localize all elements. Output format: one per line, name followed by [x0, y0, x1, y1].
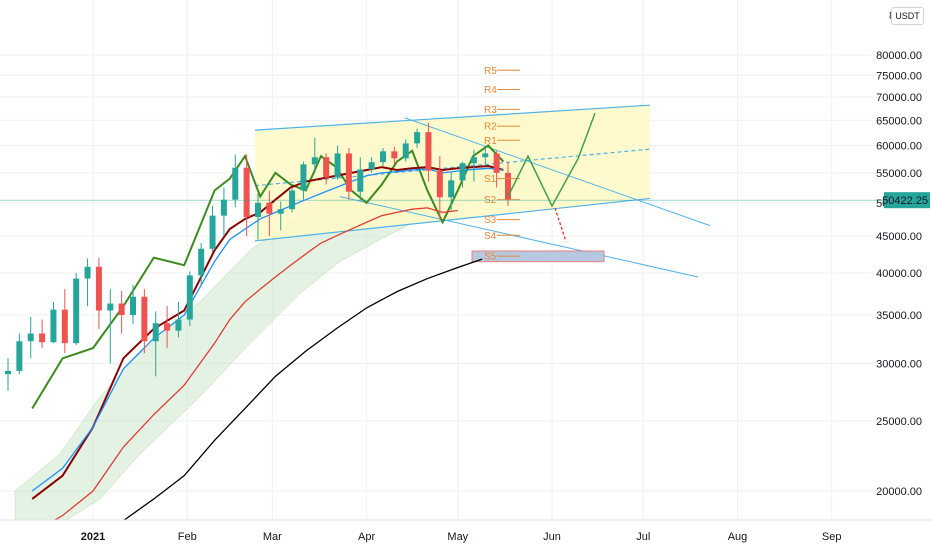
pivot-label: R3: [484, 105, 497, 116]
candle-body: [95, 266, 102, 311]
candle-body: [186, 275, 193, 320]
candle-body: [482, 153, 489, 158]
candle-body: [152, 323, 159, 342]
candle-body: [39, 333, 46, 343]
candle-body: [16, 341, 23, 371]
candles: [5, 122, 511, 391]
time-tick-label: Feb: [178, 531, 197, 543]
price-tick-label: 75000.00: [876, 70, 922, 82]
price-axis[interactable]: 20000.00 25000.00 30000.00 35000.00 40000.00…: [876, 0, 932, 550]
time-axis-bg: [0, 520, 932, 550]
candle-body: [220, 199, 227, 216]
time-tick-label: Mar: [263, 531, 282, 543]
candle-body: [118, 303, 125, 315]
target-zone[interactable]: [471, 250, 605, 263]
last-price-tag-bg: [884, 192, 930, 209]
candle-body: [232, 167, 239, 200]
candle-body: [323, 157, 330, 178]
downtrend-line-lower[interactable]: [339, 196, 699, 278]
price-tick-label: 55000.00: [876, 168, 922, 180]
pivot-label: S2: [484, 195, 497, 206]
forecast-down-path: [554, 207, 567, 242]
forecast-arrows: [507, 112, 596, 242]
candle-body: [425, 132, 432, 171]
pivot-label: R2: [484, 122, 497, 133]
candle-body: [50, 309, 57, 343]
channel-fill: [255, 105, 650, 241]
candle-body: [107, 303, 114, 311]
price-tick-label: 20000.00: [876, 486, 922, 498]
currency-badge[interactable]: USDT: [891, 7, 924, 25]
candle-body: [27, 333, 34, 342]
time-tick-label: May: [447, 531, 468, 543]
candle-body: [73, 278, 80, 344]
candle-body: [414, 132, 421, 144]
forecast-path: [507, 112, 596, 208]
candle-body: [209, 215, 216, 249]
candle-body: [255, 202, 261, 217]
candle-body: [300, 164, 307, 191]
candle-body: [391, 151, 398, 159]
price-tick-label: 65000.00: [876, 115, 922, 127]
time-tick-label: Sep: [822, 531, 842, 543]
time-tick-label: Jun: [543, 531, 561, 543]
price-tick-label: 35000.00: [876, 310, 922, 322]
candle-body: [141, 296, 148, 342]
candle-body: [277, 209, 284, 214]
pivot-label: S1: [484, 174, 497, 185]
candle-body: [402, 143, 409, 159]
candle-body: [243, 167, 250, 217]
ma-red-line: [31, 207, 458, 534]
candle-body: [459, 163, 466, 181]
pivot-label: S3: [484, 215, 497, 226]
candle-body: [357, 169, 364, 192]
price-axis-bg: [883, 0, 932, 550]
time-tick-label: Apr: [358, 531, 375, 543]
candle-body: [334, 153, 341, 178]
channel-top-line[interactable]: [254, 104, 651, 131]
price-tick-label: 80000.00: [876, 50, 922, 62]
candle-body: [84, 266, 91, 279]
candle-body: [61, 309, 68, 344]
candle-body: [198, 248, 205, 276]
pivot-label: S4: [484, 231, 497, 242]
last-price-value: 50422.25: [882, 195, 928, 207]
price-tick-label: 25000.00: [876, 416, 922, 428]
candle-body: [368, 162, 375, 170]
pivot-label: R5: [484, 66, 497, 77]
time-tick-label: Aug: [728, 531, 748, 543]
candle-body: [130, 296, 136, 315]
candle-body: [448, 180, 455, 198]
candle-body: [470, 157, 477, 164]
downtrend-line-upper[interactable]: [404, 117, 711, 227]
candle-body: [345, 153, 352, 192]
price-tick-label: 40000.00: [876, 268, 922, 280]
time-axis[interactable]: 2021 Feb Mar Apr May Jun Jul Aug Sep: [0, 519, 932, 550]
candle-body: [380, 151, 386, 163]
channel-bottom-line[interactable]: [254, 197, 651, 242]
price-tick-label: 70000.00: [876, 92, 922, 104]
candle-body: [311, 157, 318, 165]
time-tick-label: Jul: [636, 531, 650, 543]
pivot-levels: R5 R4 R3 R2 R1 S1 S2 S3 S4 S5: [484, 66, 520, 263]
time-tick-label: 2021: [81, 531, 105, 543]
last-price-tag: 50422.25: [882, 192, 930, 209]
candle-body: [266, 202, 273, 214]
target-box[interactable]: [471, 250, 605, 263]
pivot-label: R1: [484, 136, 497, 147]
candle-body: [175, 319, 182, 331]
pivot-label: R4: [484, 85, 497, 96]
candle-body: [5, 370, 11, 375]
candle-body: [164, 323, 171, 331]
trend-channel[interactable]: [254, 104, 711, 278]
pivot-label: S5: [484, 252, 497, 263]
candle-body: [436, 170, 443, 198]
price-tick-label: 30000.00: [876, 358, 922, 370]
price-tick-label: 60000.00: [876, 140, 922, 152]
candle-body: [493, 153, 500, 173]
price-tick-label: 45000.00: [876, 231, 922, 243]
candle-body: [505, 172, 511, 201]
